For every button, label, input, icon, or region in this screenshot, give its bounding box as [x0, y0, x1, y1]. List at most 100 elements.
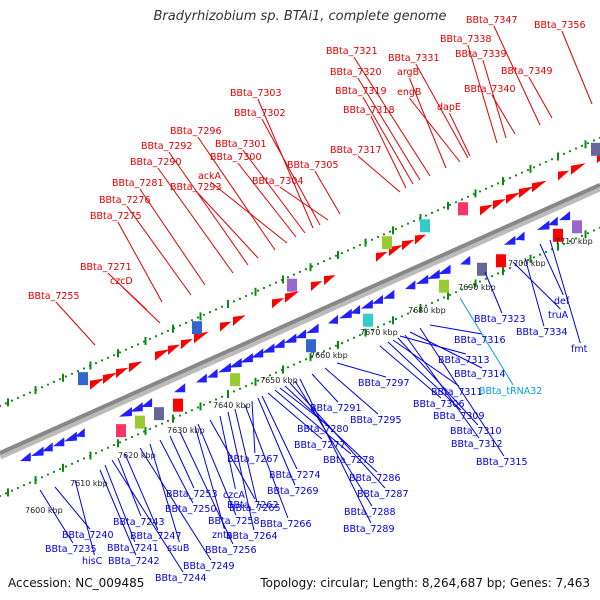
reverse-gene-label: BBta_tRNA32: [479, 386, 542, 397]
forward-label-leader: [370, 115, 407, 189]
track-dot: [430, 211, 434, 214]
forward-label-leader: [493, 25, 541, 126]
tick-dot-tracks: [0, 136, 600, 498]
track-dot: [268, 284, 272, 287]
reverse-gene-arrow: [20, 452, 31, 462]
track-dot: [496, 272, 500, 275]
track-dot: [124, 348, 128, 351]
reverse-gene-arrow: [251, 348, 264, 358]
track-dot: [436, 299, 440, 302]
track-dot: [22, 484, 26, 487]
forward-gene-label: BBta_7296: [170, 126, 222, 137]
reverse-label-leader: [111, 459, 184, 573]
reverse-label-leader: [197, 423, 237, 516]
track-dot: [412, 219, 416, 223]
reverse-label-leader: [399, 335, 467, 355]
track-dot: [106, 356, 110, 359]
feature-box: [135, 415, 145, 429]
track-dot: [184, 321, 188, 324]
forward-gene-label: BBta_7300: [210, 152, 262, 163]
track-dot: [508, 266, 512, 270]
reverse-gene-label: BBta_7287: [357, 489, 409, 500]
reverse-gene-arrow: [262, 343, 275, 353]
reverse-label-leader: [512, 261, 561, 310]
track-dot: [436, 209, 440, 212]
forward-gene-arrow: [324, 275, 336, 286]
reverse-gene-arrow: [548, 216, 558, 226]
genome-summary-text: Topology: circular; Length: 8,264,687 bp…: [260, 576, 590, 590]
reverse-label-leader: [299, 378, 372, 524]
reverse-label-leader: [524, 257, 545, 327]
reverse-gene-label: BBta_7306: [413, 399, 465, 410]
track-dot: [184, 411, 188, 414]
track-dot: [580, 234, 584, 237]
track-dot: [160, 332, 164, 335]
reverse-label-leader: [219, 415, 236, 490]
forward-gene-arrow: [571, 163, 586, 175]
track-dot: [544, 250, 548, 254]
reverse-gene-label: BBta_7309: [433, 411, 485, 422]
reverse-gene-label: czcA: [223, 490, 245, 501]
feature-box: [382, 236, 392, 250]
forward-label-lines: [55, 25, 593, 346]
reverse-gene-label: BBta_7243: [113, 517, 165, 528]
track-dot: [238, 297, 242, 300]
forward-gene-label: BBta_7255: [28, 291, 80, 302]
track-dot: [4, 402, 8, 405]
reverse-gene-label: BBta_7247: [130, 531, 182, 542]
reverse-label-leader: [261, 395, 298, 470]
reverse-gene-label: BBta_7316: [454, 335, 506, 346]
reverse-label-leader: [179, 431, 234, 545]
reverse-label-leader: [419, 327, 505, 457]
reverse-gene-label: def: [554, 296, 570, 307]
reverse-gene-arrow: [350, 305, 361, 315]
track-dot: [178, 414, 182, 417]
reverse-label-leader: [74, 479, 95, 556]
reverse-gene-arrow: [372, 294, 383, 304]
track-dot: [286, 276, 290, 279]
track-dot: [274, 281, 278, 284]
reverse-gene-label: BBta_7314: [454, 369, 506, 380]
forward-label-leader: [197, 136, 276, 251]
reverse-gene-arrow: [427, 269, 440, 280]
reverse-gene-arrow: [515, 231, 525, 241]
track-dot: [454, 201, 458, 204]
reverse-label-leader: [274, 389, 352, 455]
reverse-gene-arrow: [273, 338, 285, 348]
scale-tick-label: 7620 kbp: [118, 451, 156, 460]
forward-gene-arrow: [155, 349, 170, 361]
reverse-gene-label: BBta_7278: [323, 455, 375, 466]
forward-gene-label: BBta_7317: [330, 145, 382, 156]
track-dot: [406, 312, 410, 315]
track-dot: [130, 345, 134, 349]
forward-label-leader: [157, 167, 234, 274]
reverse-gene-label: BBta_7274: [269, 470, 321, 481]
track-dot: [256, 289, 260, 292]
track-dot: [568, 240, 572, 243]
reverse-gene-label: BBta_7297: [358, 378, 410, 389]
track-dot: [70, 372, 74, 375]
forward-gene-label: BBta_7271: [80, 262, 132, 273]
track-dot: [388, 320, 392, 323]
forward-gene-label: BBta_7305: [287, 160, 339, 171]
track-dot: [274, 371, 278, 374]
track-dot: [244, 294, 248, 298]
reverse-gene-label: BBta_7264: [226, 531, 278, 542]
forward-gene-label: BBta_7318: [343, 105, 395, 116]
reverse-label-leader: [234, 408, 258, 503]
track-dot: [340, 252, 344, 255]
track-dot: [442, 296, 446, 299]
forward-label-leader: [279, 186, 329, 221]
track-dot: [220, 395, 224, 398]
reverse-label-leader: [387, 341, 462, 411]
track-dot: [448, 203, 452, 206]
reverse-gene-label: BBta_7313: [438, 355, 490, 366]
forward-gene-arrow: [194, 331, 209, 344]
track-dot: [586, 232, 590, 235]
reverse-gene-arrow: [416, 274, 429, 285]
forward-label-leader: [139, 188, 206, 286]
forward-gene-arrow: [532, 180, 547, 193]
track-dot: [154, 335, 158, 338]
forward-gene-label: BBta_7319: [335, 86, 387, 97]
